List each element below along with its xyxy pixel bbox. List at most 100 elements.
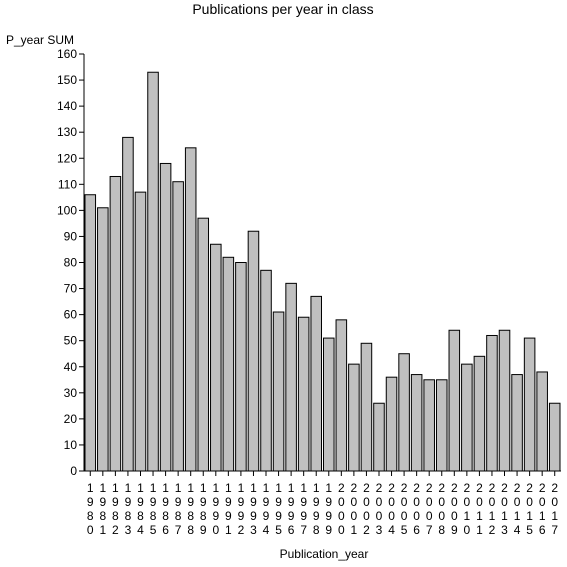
bar-2010: [461, 363, 473, 472]
y-tick-label: 90: [64, 229, 78, 243]
bar-2006: [410, 374, 423, 472]
y-tick-label: 60: [64, 308, 78, 322]
x-axis-label: Publication_year: [280, 547, 369, 561]
y-tick-label: 40: [64, 360, 78, 374]
y-tick-label: 150: [57, 73, 77, 87]
y-tick-label: 80: [64, 256, 78, 270]
bar-2008: [435, 379, 448, 472]
y-tick-label: 30: [64, 386, 78, 400]
bar-2013: [498, 329, 511, 472]
bar-1998: [310, 295, 323, 472]
bar-2001: [348, 363, 360, 472]
bar-2017: [548, 402, 561, 472]
bar-1989: [197, 217, 210, 472]
bar-2004: [385, 376, 398, 472]
bar-2000: [335, 319, 348, 472]
bar-2012: [486, 334, 498, 472]
bar-1988: [184, 147, 197, 472]
y-tick-label: 160: [57, 47, 77, 61]
bar-2016: [536, 371, 548, 472]
bar-1985: [147, 71, 159, 472]
y-tick-label: 130: [57, 125, 77, 139]
bar-2007: [423, 379, 435, 472]
bar-1993: [247, 230, 260, 472]
bar-1995: [272, 311, 285, 472]
bar-2011: [473, 355, 486, 472]
y-axis: 0 10 20 30 40 50 60 70 80 90 100 110 120 130 140 150 160: [57, 47, 85, 478]
y-tick-label: 70: [64, 282, 78, 296]
bar-1990: [210, 243, 222, 472]
bar-1982: [109, 175, 122, 472]
y-tick-label: 120: [57, 151, 77, 165]
bar-2015: [523, 337, 536, 472]
bar-1999: [323, 337, 335, 472]
bar-1994: [260, 269, 272, 472]
bar-2002: [360, 342, 373, 472]
bar-1983: [122, 136, 134, 472]
y-tick-label: 110: [58, 177, 77, 191]
bars: [84, 71, 561, 472]
bar-1992: [235, 262, 247, 472]
bar-1986: [159, 162, 172, 472]
y-tick-label: 50: [64, 334, 78, 348]
bar-1991: [222, 256, 235, 472]
bar-2005: [398, 353, 410, 472]
y-tick-label: 140: [57, 99, 77, 113]
bar-2003: [373, 402, 385, 472]
y-tick-label: 20: [64, 412, 78, 426]
y-tick-label: 100: [57, 203, 77, 217]
bar-1981: [97, 207, 109, 472]
y-axis-label: P_year SUM: [6, 33, 74, 47]
y-tick-label: 10: [64, 438, 78, 452]
bar-1996: [285, 282, 297, 472]
x-axis: 1 9 8 0 1 9 8 1 1 9 8 2 1 9 8 3 1 9 8 4 1 9 8 5 1 9 8 6 1 9 8 7 1 9 8 8 1 9 8 9…: [84, 470, 561, 537]
bar-1987: [172, 181, 184, 472]
chart-title: Publications per year in class: [192, 1, 373, 17]
bar-2014: [511, 374, 523, 472]
bar-1997: [297, 316, 310, 472]
y-tick-label: 0: [70, 464, 77, 478]
bar-1984: [134, 191, 147, 472]
bar-2009: [448, 329, 461, 472]
bar-1980: [84, 194, 97, 472]
